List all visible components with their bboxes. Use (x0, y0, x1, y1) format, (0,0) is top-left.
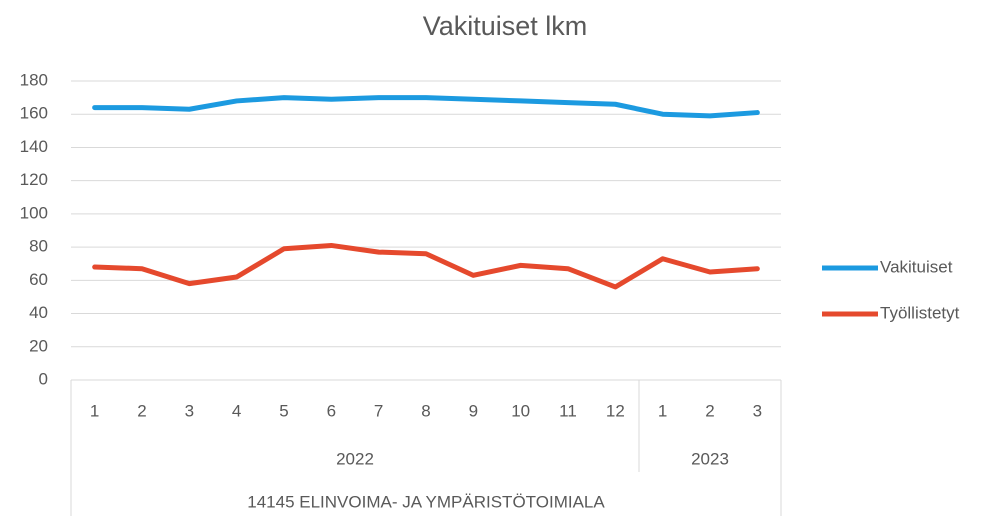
x-tick-label: 8 (421, 401, 430, 420)
x-tick-label: 10 (511, 401, 530, 420)
y-tick-label: 160 (20, 104, 48, 123)
legend-label: Työllistetyt (880, 303, 960, 322)
series-line (92, 95, 760, 119)
legend-label: Vakituiset (880, 257, 953, 276)
x-tick-label: 11 (559, 401, 577, 420)
y-tick-label: 180 (20, 70, 48, 89)
y-tick-label: 80 (29, 237, 48, 256)
x-tick-label: 1 (658, 401, 667, 420)
x-group-label: 2022 (336, 449, 374, 468)
x-tick-label: 7 (374, 401, 383, 420)
x-tick-label: 12 (606, 401, 625, 420)
x-tick-label: 9 (469, 401, 478, 420)
y-tick-label: 140 (20, 137, 48, 156)
y-tick-label: 20 (29, 336, 48, 355)
x-group-label: 2023 (691, 449, 729, 468)
x-super-label: 14145 ELINVOIMA- JA YMPÄRISTÖTOIMIALA (247, 492, 605, 511)
x-tick-label: 2 (705, 401, 714, 420)
y-tick-label: 60 (29, 270, 48, 289)
series-line (92, 242, 760, 290)
x-tick-label: 3 (753, 401, 762, 420)
y-tick-label: 0 (39, 369, 48, 388)
x-tick-label: 1 (90, 401, 99, 420)
x-tick-label: 2 (137, 401, 146, 420)
y-tick-label: 100 (20, 203, 48, 222)
x-tick-label: 3 (185, 401, 194, 420)
x-tick-label: 6 (327, 401, 336, 420)
y-tick-label: 40 (29, 303, 48, 322)
chart-title: Vakituiset lkm (423, 11, 588, 41)
x-tick-label: 4 (232, 401, 241, 420)
x-tick-label: 5 (279, 401, 288, 420)
y-tick-label: 120 (20, 170, 48, 189)
